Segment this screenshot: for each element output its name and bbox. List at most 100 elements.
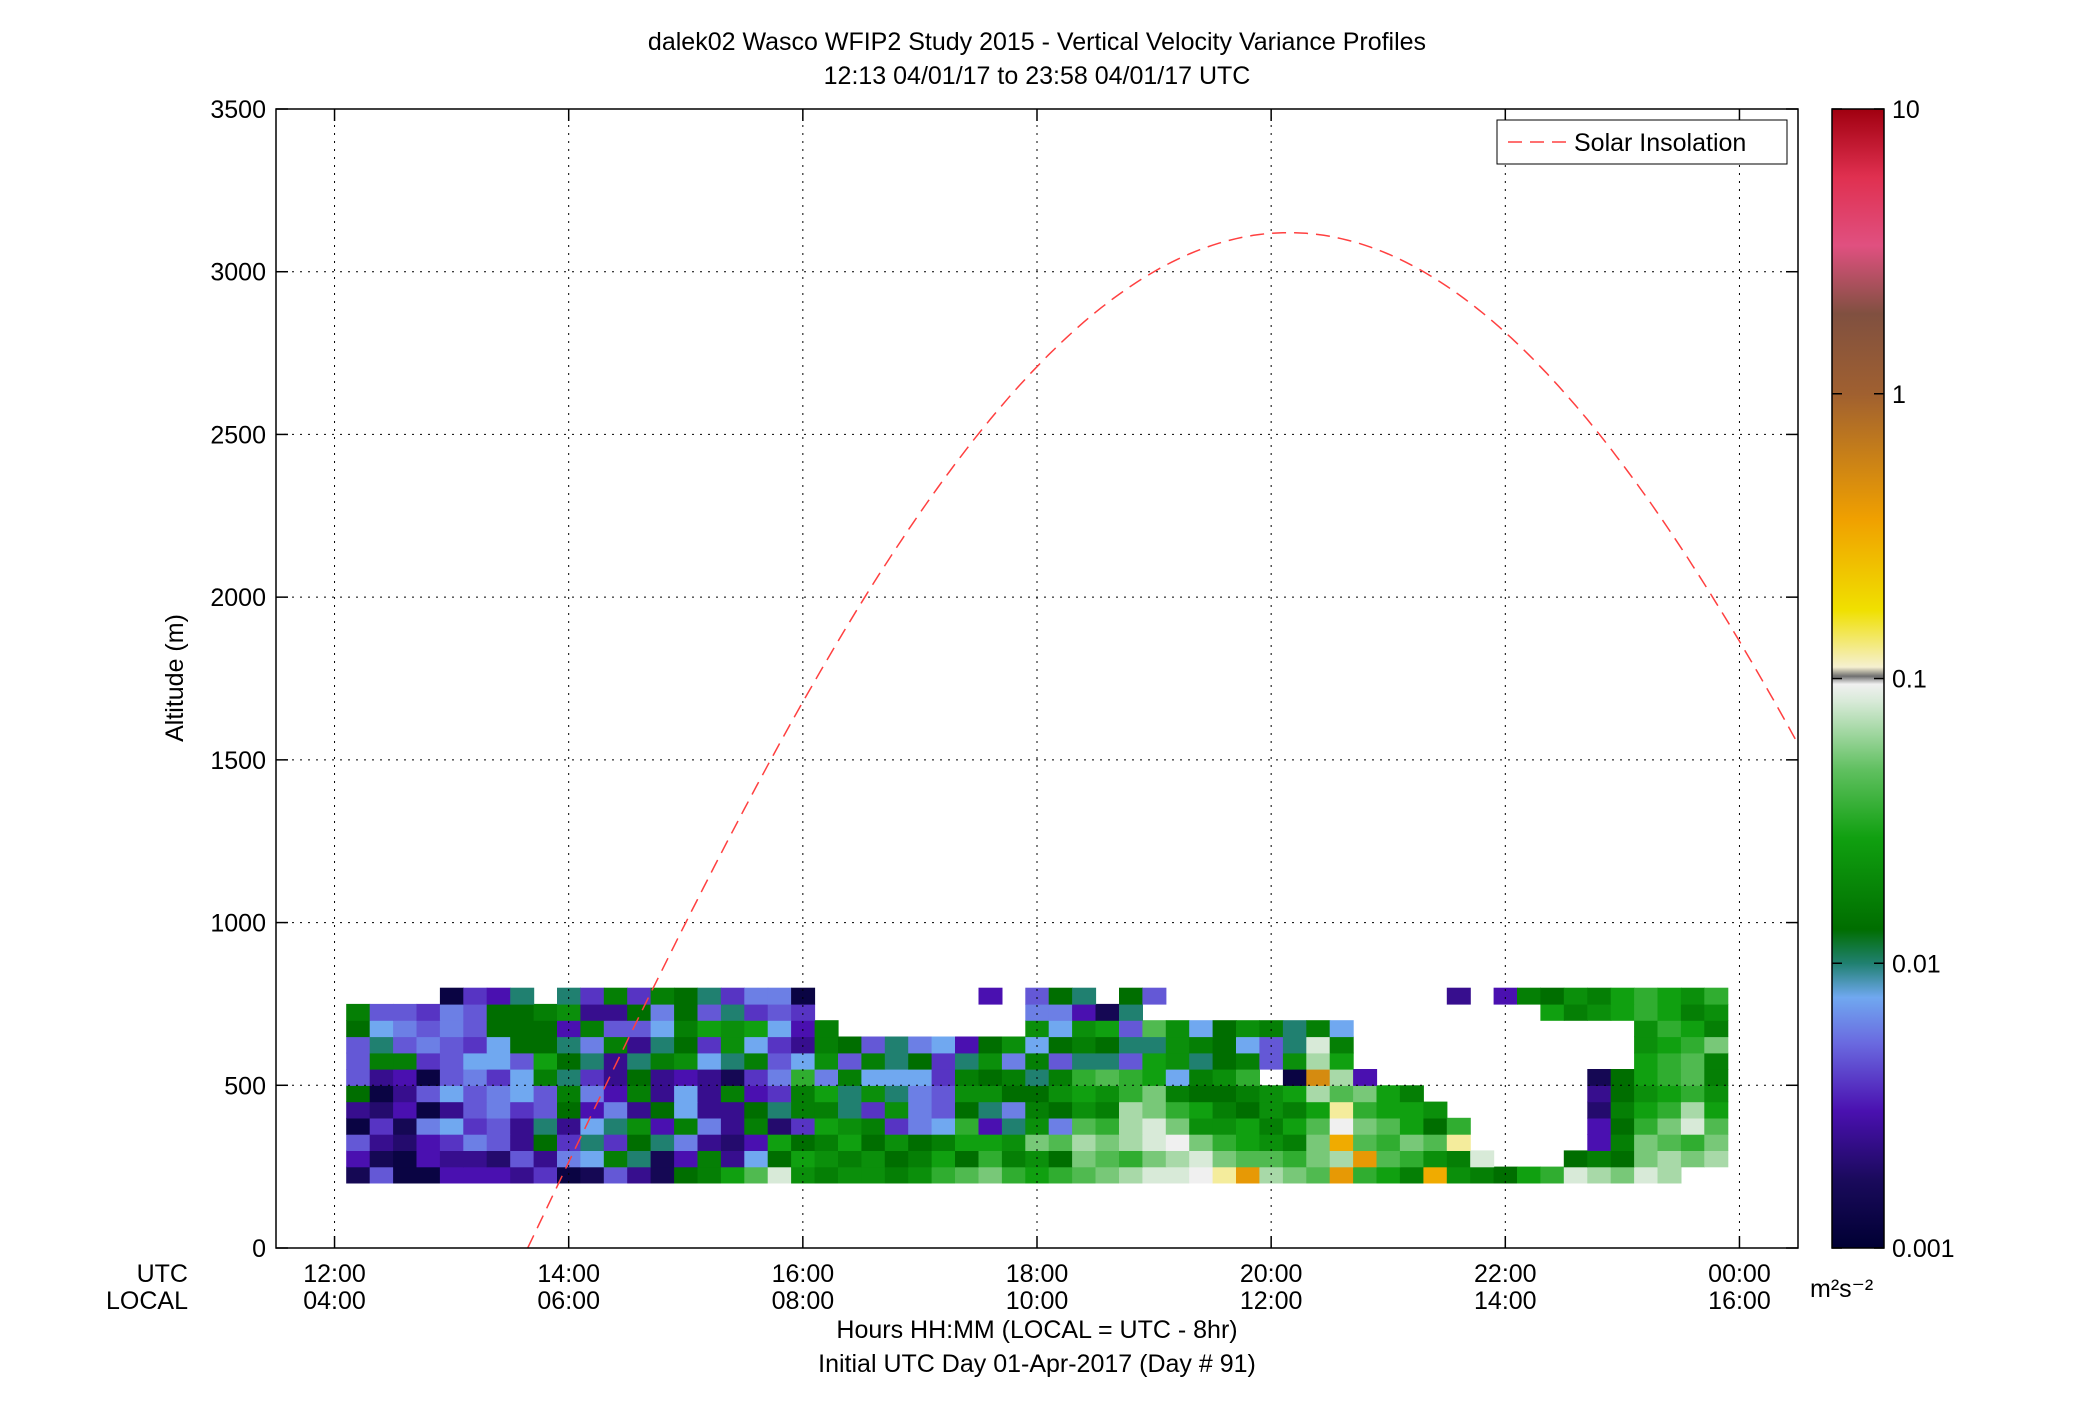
heatmap-cell [439,1020,464,1038]
heatmap-cell [1376,1134,1401,1151]
heatmap-cell [955,1166,979,1184]
heatmap-cell [1048,1117,1073,1135]
x-tick-label-utc: 12:00 [303,1260,366,1288]
heatmap-cell [814,1069,839,1086]
heatmap-cell [1189,1134,1214,1151]
heatmap-cell [1376,1117,1401,1135]
heatmap-cell [1236,1069,1260,1086]
heatmap-cell [1048,1085,1073,1103]
heatmap-cell [1587,1003,1612,1021]
heatmap-cell [978,1150,1003,1168]
heatmap-cell [439,1150,464,1168]
heatmap-cell [1142,1069,1167,1086]
heatmap-cell [1119,1085,1143,1103]
heatmap-cell [1423,1117,1448,1135]
heatmap-cell [393,1085,418,1103]
heatmap-cell [1329,1117,1354,1135]
heatmap-cell [627,987,652,1005]
heatmap-cell [767,1069,792,1086]
heatmap-cell [1072,1020,1097,1038]
heatmap-cell [1282,1166,1307,1184]
heatmap-cell [557,1036,581,1054]
heatmap-cell [486,1069,511,1086]
heatmap-cell [1704,1052,1729,1070]
heatmap-cell [1212,1069,1237,1086]
heatmap-cell [533,1150,558,1168]
heatmap-cell [1423,1101,1448,1119]
heatmap-cell [1657,1036,1682,1054]
heatmap-cell [510,1117,535,1135]
heatmap-cell [580,1117,605,1135]
y-tick-label: 2000 [210,584,266,612]
colorbar-tick-label: 0.001 [1892,1235,1955,1263]
heatmap-cell [1587,1085,1612,1103]
heatmap-cell [1282,1117,1307,1135]
heatmap-cell [861,1036,886,1054]
heatmap-cell [697,987,722,1005]
heatmap-cell [1680,1101,1705,1119]
heatmap-cell [533,1052,558,1070]
heatmap-cell [1353,1134,1378,1151]
heatmap-cell [1095,1020,1120,1038]
heatmap-cell [1025,987,1050,1005]
heatmap-cell [1470,1166,1495,1184]
x-tick-label-local: 06:00 [537,1287,600,1315]
heatmap-cell [416,1101,441,1119]
heatmap-cell [1634,1134,1659,1151]
heatmap-cell [627,1020,652,1038]
heatmap-cell [744,987,769,1005]
heatmap-cell [1095,1085,1120,1103]
heatmap-cell [416,1166,441,1184]
heatmap-cell [814,1117,839,1135]
heatmap-cell [580,987,605,1005]
heatmap-cell [393,1117,418,1135]
heatmap-cell [1072,1166,1097,1184]
heatmap-cell [1540,1166,1565,1184]
heatmap-cell [627,1134,652,1151]
heatmap-cell [393,1150,418,1168]
heatmap-cell [439,1003,464,1021]
heatmap-cell [1306,1036,1331,1054]
heatmap-cell [650,1166,675,1184]
heatmap-cell [369,1085,394,1103]
heatmap-cell [346,1117,371,1135]
heatmap-cell [1001,1134,1026,1151]
heatmap-cell [884,1134,909,1151]
heatmap-cell [510,1150,535,1168]
heatmap-cell [978,1134,1003,1151]
heatmap-cell [369,1003,394,1021]
y-tick-label: 3000 [210,259,266,287]
heatmap-cell [650,1003,675,1021]
heatmap-cell [1423,1150,1448,1168]
heatmap-cell [533,1166,558,1184]
heatmap-cell [533,1036,558,1054]
heatmap-cell [580,1036,605,1054]
heatmap-cell [978,1052,1003,1070]
heatmap-cell [1001,1052,1026,1070]
heatmap-cell [697,1003,722,1021]
heatmap-cell [1001,1117,1026,1135]
row-label-utc: UTC [137,1260,188,1288]
heatmap-cell [393,1036,418,1054]
heatmap-cell [510,1134,535,1151]
x-tick-label-local: 12:00 [1240,1287,1303,1315]
colorbar-tick-label: 0.01 [1892,950,1941,978]
heatmap-cell [955,1069,979,1086]
heatmap-cell [510,1052,535,1070]
heatmap-cell [1212,1101,1237,1119]
heatmap-cell [1119,987,1143,1005]
heatmap-cell [557,1020,581,1038]
heatmap-cell [1517,987,1541,1005]
heatmap-cell [1236,1052,1260,1070]
heatmap-cell [1680,1020,1705,1038]
heatmap-cell [1493,987,1518,1005]
heatmap-cell [1587,1150,1612,1168]
heatmap-cell [486,1052,511,1070]
heatmap-cell [1704,1085,1729,1103]
heatmap-cell [1165,1069,1190,1086]
heatmap-cell [1236,1166,1260,1184]
heatmap-cell [1376,1085,1401,1103]
heatmap-cell [1282,1150,1307,1168]
heatmap-cell [1587,1117,1612,1135]
heatmap-cell [1165,1036,1190,1054]
